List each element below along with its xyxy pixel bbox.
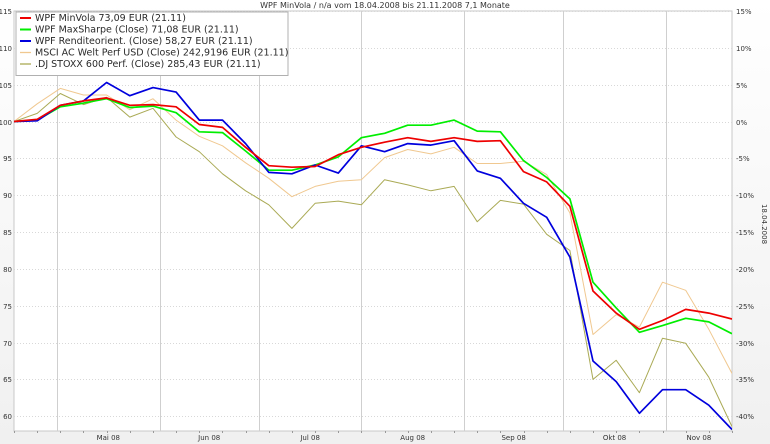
right-axis-label: 18.04.2008 [760,204,768,244]
x-tick-label: Jul 08 [299,434,320,442]
y-left-tick-label: 95 [3,155,12,163]
y-right-tick-label: -20% [736,266,754,274]
y-right-tick-label: 5% [736,82,747,90]
y-left-tick-label: 70 [3,340,12,348]
legend-box [15,11,289,76]
series-line [14,81,732,431]
series-line [14,97,732,331]
legend-entry-label: .DJ STOXX 600 Perf. (Close) 285,43 EUR (… [35,59,261,70]
y-right-tick-label: 15% [736,8,752,16]
y-left-tick-label: 90 [3,192,12,200]
y-left-tick-label: 65 [3,376,12,384]
plot-area [13,10,733,432]
y-right-tick-label: 0% [736,119,747,127]
y-left-tick-label: 110 [0,45,12,53]
y-left-tick-label: 105 [0,82,12,90]
y-left-tick-label: 75 [3,303,12,311]
y-right-tick-label: -15% [736,229,754,237]
chart-title: WPF MinVola / n/a vom 18.04.2008 bis 21.… [260,1,510,10]
x-tick-label: Nov 08 [687,434,712,442]
legend-entry-label: WPF MaxSharpe (Close) 71,08 EUR (21.11) [35,25,239,36]
y-right-tick-label: -30% [736,340,754,348]
y-right-tick-label: -5% [736,155,750,163]
legend-entry-label: WPF MinVola 73,09 EUR (21.11) [35,13,186,24]
y-left-tick-label: 115 [0,8,12,16]
x-tick-label: Jun 08 [197,434,220,442]
y-right-tick-label: -35% [736,376,754,384]
y-left-tick-label: 60 [3,413,12,421]
series-line [14,93,732,427]
x-tick-label: Sep 08 [501,434,525,442]
y-left-tick-label: 80 [3,266,12,274]
legend-entry-label: MSCI AC Welt Perf USD (Close) 242,9196 E… [35,48,288,59]
y-right-tick-label: -25% [736,303,754,311]
legend-entry-label: WPF Renditeorient. (Close) 58,27 EUR (21… [35,36,253,47]
x-tick-label: Okt 08 [603,434,626,442]
series-line [14,97,732,335]
y-right-tick-label: -10% [736,192,754,200]
x-tick-label: Aug 08 [400,434,425,442]
y-right-tick-label: 10% [736,45,752,53]
x-tick-label: Mai 08 [97,434,120,442]
y-right-tick-label: -40% [736,413,754,421]
y-left-tick-label: 85 [3,229,12,237]
y-left-tick-label: 100 [0,119,12,127]
